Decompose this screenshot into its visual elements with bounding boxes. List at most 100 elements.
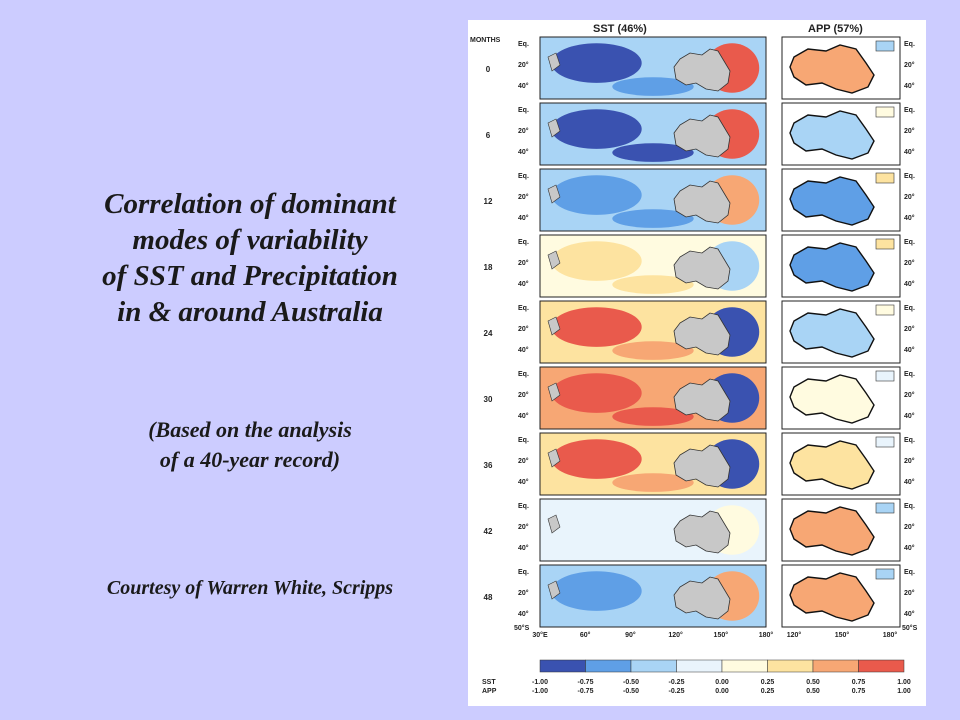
sst-anomaly-region-south <box>612 341 694 360</box>
lat-label-right: 20° <box>904 127 915 135</box>
new-guinea-region <box>875 304 895 316</box>
lat-label-right: 40° <box>904 610 915 618</box>
lat-label-left: 40° <box>518 148 529 156</box>
longitude-axes: 50°S 50°S30°E 60° 90° 120° 150° 180° 120° 150° 18… <box>514 624 918 639</box>
sst-anomaly-region-west <box>551 109 642 149</box>
app-map-panel <box>781 300 901 364</box>
months-header: MONTHS <box>470 37 501 44</box>
colorbar-app-tick: 0.25 <box>761 688 775 695</box>
colorbar-sst-tick: 1.00 <box>897 679 911 686</box>
lat-label-right: 40° <box>904 478 915 486</box>
lat-label-right: Eq. <box>904 173 915 180</box>
new-guinea-region <box>875 568 895 580</box>
sst-map-panel <box>539 36 767 100</box>
subtitle-line-1: (Based on the analysis <box>148 417 352 442</box>
australia-precip-anomaly <box>789 506 875 556</box>
colorbar-sst-tick: 0.00 <box>715 679 729 686</box>
title-line-1: Correlation of dominant <box>104 188 396 220</box>
australia-precip-anomaly <box>789 242 875 292</box>
sst-anomaly-region-south <box>612 539 694 558</box>
lat-label-left: 40° <box>518 412 529 420</box>
australia-precip-anomaly <box>789 374 875 424</box>
sst-lon-label: 30°E <box>532 631 548 639</box>
new-guinea-region <box>875 106 895 118</box>
slide-subtitle: (Based on the analysis of a 40-year reco… <box>40 415 460 475</box>
lat-label-left: Eq. <box>518 41 529 48</box>
colorbar: SST APP -1.00 -0.75 -0.50 -0.25 0.00 0.25 0.50 0.… <box>482 659 911 695</box>
app-map-panel <box>781 36 901 100</box>
australia-landmass <box>673 180 731 224</box>
australia-landmass <box>673 576 731 620</box>
lat-label-left: Eq. <box>518 569 529 576</box>
colorbar-app-tick: -0.75 <box>578 688 594 695</box>
colorbar-sst-tick: -0.50 <box>623 679 639 686</box>
sst-anomaly-region-south <box>612 275 694 294</box>
lat-label-right: Eq. <box>904 371 915 378</box>
australia-precip-anomaly <box>789 176 875 226</box>
sst-map-panel <box>539 102 767 166</box>
sst-map-panel <box>539 168 767 232</box>
madagascar-landmass <box>547 382 561 402</box>
new-guinea-region <box>875 370 895 382</box>
madagascar-landmass <box>547 52 561 72</box>
month-label: 48 <box>484 593 493 602</box>
month-label: 12 <box>484 197 493 206</box>
sst-anomaly-region-west <box>551 571 642 611</box>
month-label: 6 <box>486 131 491 140</box>
sst-anomaly-region-south <box>612 143 694 162</box>
lat-label-right: Eq. <box>904 239 915 246</box>
lat-label-right: 20° <box>904 523 915 531</box>
month-label: 30 <box>484 395 493 404</box>
colorbar-sst-label: SST <box>482 679 496 686</box>
lat-label-left: 40° <box>518 82 529 90</box>
app-map-panel <box>781 498 901 562</box>
panel-row-24: 24 Eq. Eq. 20° 20° 40° 40° <box>484 300 915 364</box>
new-guinea-region <box>875 502 895 514</box>
madagascar-landmass <box>547 250 561 270</box>
madagascar-landmass <box>547 580 561 600</box>
australia-landmass <box>673 444 731 488</box>
lat-label-right: 20° <box>904 193 915 201</box>
colorbar-sst-tick: -0.75 <box>578 679 594 686</box>
month-label: 42 <box>484 527 493 536</box>
sst-anomaly-region-west <box>551 175 642 215</box>
lat-label-left: 20° <box>518 391 529 399</box>
madagascar-landmass <box>547 184 561 204</box>
sst-map-panel <box>539 564 767 628</box>
lat-label-left: 20° <box>518 193 529 201</box>
panel-row-42: 42 Eq. Eq. 20° 20° 40° 40° <box>484 498 915 562</box>
new-guinea-region <box>875 436 895 448</box>
lat-label-right: Eq. <box>904 305 915 312</box>
madagascar-landmass <box>547 514 561 534</box>
lat-label-left: Eq. <box>518 173 529 180</box>
colorbar-sst-tick: -0.25 <box>669 679 685 686</box>
colorbar-app-label: APP <box>482 688 497 695</box>
panel-row-0: 0 Eq. Eq. 20° 20° 40° 40° <box>486 36 915 100</box>
lat-label-right: 20° <box>904 391 915 399</box>
madagascar-landmass <box>547 118 561 138</box>
slide-credit: Courtesy of Warren White, Scripps <box>106 577 394 599</box>
panel-row-48: 48 Eq. Eq. 20° 20° 40° 40° <box>484 564 915 628</box>
lat-label-right: Eq. <box>904 107 915 114</box>
lat-label-right: 40° <box>904 214 915 222</box>
sst-anomaly-region-south <box>612 473 694 492</box>
colorbar-app-tick: 1.00 <box>897 688 911 695</box>
app-map-panel <box>781 102 901 166</box>
lat-label-left: Eq. <box>518 239 529 246</box>
app-map-panel <box>781 432 901 496</box>
lat-label-left: Eq. <box>518 437 529 444</box>
sst-lon-label: 90° <box>625 631 636 639</box>
lat-label-left: 20° <box>518 523 529 531</box>
south-lat-label: 50°S <box>514 624 530 632</box>
colorbar-app-tick: -1.00 <box>532 688 548 695</box>
app-map-panel <box>781 366 901 430</box>
lat-label-left: 40° <box>518 280 529 288</box>
lat-label-right: 40° <box>904 544 915 552</box>
colorbar-app-tick: -0.50 <box>623 688 639 695</box>
sst-anomaly-region-south <box>612 209 694 228</box>
sst-anomaly-region-west <box>551 439 642 479</box>
colorbar-swatch <box>585 659 632 673</box>
sst-map-panel <box>539 366 767 430</box>
lat-label-left: 20° <box>518 325 529 333</box>
sst-anomaly-region-south <box>612 605 694 624</box>
